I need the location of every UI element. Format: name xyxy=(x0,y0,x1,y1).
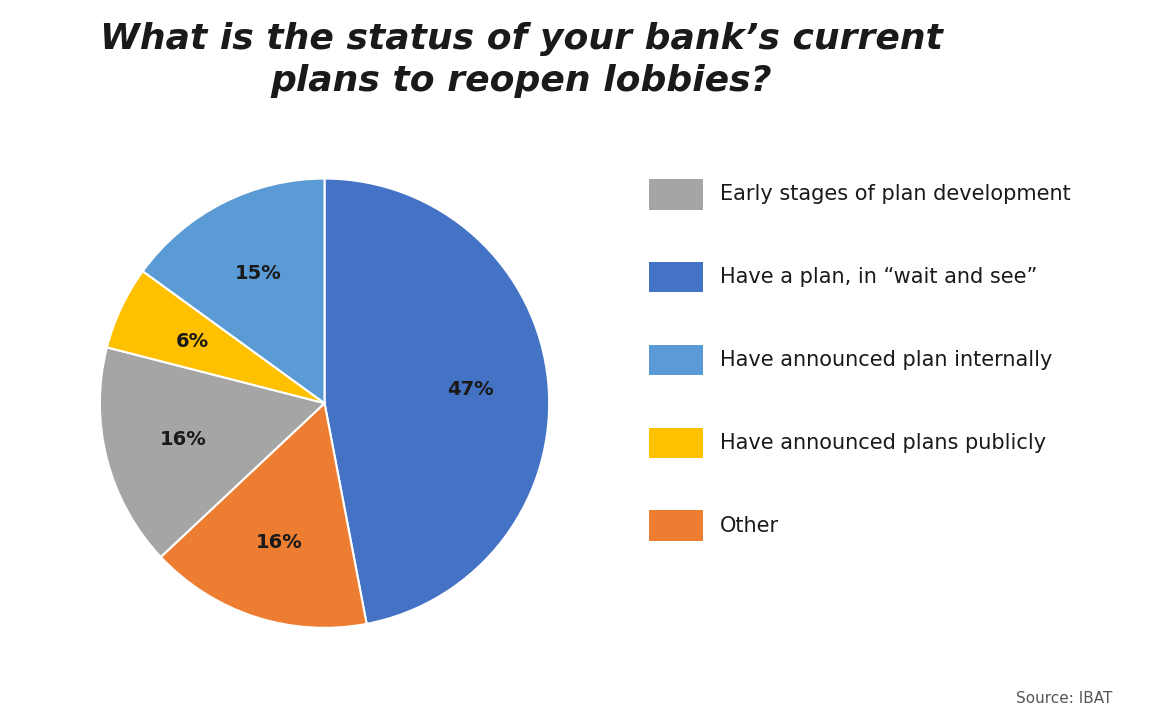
Text: 6%: 6% xyxy=(176,331,209,351)
Wedge shape xyxy=(107,271,325,403)
Text: Have announced plan internally: Have announced plan internally xyxy=(720,350,1052,370)
Text: Have a plan, in “wait and see”: Have a plan, in “wait and see” xyxy=(720,267,1037,287)
Text: 47%: 47% xyxy=(446,380,494,399)
Wedge shape xyxy=(161,403,366,628)
Text: Source: IBAT: Source: IBAT xyxy=(1016,690,1113,706)
Text: 16%: 16% xyxy=(160,430,206,449)
Wedge shape xyxy=(100,347,325,557)
Wedge shape xyxy=(143,179,325,403)
Text: 15%: 15% xyxy=(235,264,282,282)
Text: Other: Other xyxy=(720,516,779,536)
Text: What is the status of your bank’s current
plans to reopen lobbies?: What is the status of your bank’s curren… xyxy=(100,22,943,98)
Text: Have announced plans publicly: Have announced plans publicly xyxy=(720,433,1047,453)
Text: Early stages of plan development: Early stages of plan development xyxy=(720,184,1071,204)
Text: 16%: 16% xyxy=(256,533,302,552)
Wedge shape xyxy=(325,179,549,624)
